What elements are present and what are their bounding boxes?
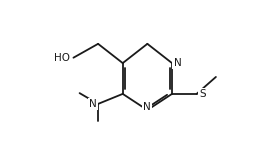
- Text: N: N: [89, 99, 96, 109]
- Text: S: S: [200, 89, 206, 99]
- Text: HO: HO: [54, 53, 70, 63]
- Text: N: N: [144, 102, 151, 112]
- Text: N: N: [173, 58, 181, 68]
